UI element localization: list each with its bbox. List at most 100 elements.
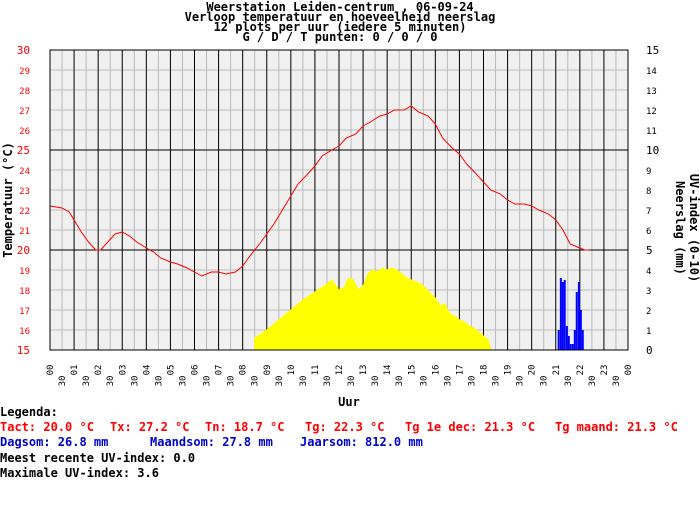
x-axis-ticks: 0030013002300330043005300630073008300930… (46, 365, 634, 387)
x-tick-label: 11 (311, 365, 321, 376)
left-tick-label: 28 (19, 87, 30, 97)
x-tick-label: 15 (407, 365, 417, 376)
legend-tx: Tx: 27.2 °C (110, 420, 190, 434)
x-tick-label: 30 (203, 376, 213, 387)
x-tick-label: 13 (359, 365, 369, 376)
x-axis-label: Uur (338, 395, 360, 409)
legend-heading: Legenda: (0, 405, 58, 419)
chart-title-line1: Weerstation Leiden-centrum , 06-09-24 (206, 0, 473, 14)
legend-maandsom: Maandsom: 27.8 mm (150, 435, 273, 449)
left-tick-label: 19 (19, 267, 30, 277)
uv-series (557, 278, 584, 350)
x-tick-label: 09 (263, 365, 273, 376)
legend-tg: Tg: 22.3 °C (305, 420, 385, 434)
x-tick-label: 07 (215, 365, 225, 376)
x-tick-label: 30 (564, 376, 574, 387)
x-tick-label: 10 (287, 365, 297, 376)
x-tick-label: 30 (395, 376, 405, 387)
right-tick-label: 7 (646, 207, 651, 217)
chart-title-line4: G / D / T punten: 0 / 0 / 0 (242, 30, 437, 44)
y3-axis-label: UV-index (0-10) (687, 174, 700, 282)
legend-tn: Tn: 18.7 °C (205, 420, 285, 434)
x-tick-label: 30 (106, 376, 116, 387)
x-tick-label: 00 (624, 365, 634, 376)
x-tick-label: 30 (492, 376, 502, 387)
x-tick-label: 30 (588, 376, 598, 387)
x-tick-label: 30 (130, 376, 140, 387)
left-tick-label: 29 (19, 67, 30, 77)
uv-bar (563, 280, 566, 350)
uv-bar (557, 330, 560, 350)
x-tick-label: 30 (251, 376, 261, 387)
legend-jaarsom: Jaarsom: 812.0 mm (300, 435, 423, 449)
left-tick-label: 17 (19, 307, 30, 317)
x-tick-label: 30 (178, 376, 188, 387)
chart-title-line2: Verloop temperatuur en hoeveelheid neers… (185, 10, 496, 24)
x-tick-label: 30 (323, 376, 333, 387)
x-tick-label: 08 (239, 365, 249, 376)
x-tick-label: 30 (299, 376, 309, 387)
x-tick-label: 04 (142, 365, 152, 376)
left-tick-label: 30 (17, 44, 30, 57)
x-tick-label: 16 (431, 365, 441, 376)
x-tick-label: 17 (455, 365, 465, 376)
uv-bar (571, 344, 574, 350)
precipitation-series (254, 267, 492, 351)
temperature-series (49, 105, 590, 277)
right-tick-label: 5 (646, 244, 653, 257)
x-tick-label: 30 (58, 376, 68, 387)
precipitation-area (254, 267, 492, 351)
y2-axis-label: Neerslag (mm) (673, 181, 687, 275)
chart-title-line3: 12 plots per uur (iedere 5 minuten) (214, 20, 467, 34)
x-tick-label: 19 (504, 365, 514, 376)
x-tick-label: 05 (166, 365, 176, 376)
x-tick-label: 18 (480, 365, 490, 376)
x-tick-label: 30 (371, 376, 381, 387)
left-tick-label: 22 (19, 207, 30, 217)
x-tick-label: 20 (528, 365, 538, 376)
x-tick-label: 21 (552, 365, 562, 376)
left-tick-label: 21 (19, 227, 30, 237)
uv-bar (567, 336, 570, 350)
right-tick-label: 0 (646, 344, 653, 357)
x-tick-label: 30 (612, 376, 622, 387)
x-tick-label: 06 (191, 365, 201, 376)
y-axis-label: Temperatuur (°C) (1, 142, 15, 258)
x-tick-label: 30 (516, 376, 526, 387)
right-tick-label: 13 (646, 87, 657, 97)
x-tick-label: 30 (419, 376, 429, 387)
legend-tg-maand: Tg maand: 21.3 °C (555, 420, 678, 434)
x-tick-label: 30 (154, 376, 164, 387)
x-tick-label: 02 (94, 365, 104, 376)
right-tick-label: 10 (646, 144, 659, 157)
left-tick-label: 27 (19, 107, 30, 117)
legend-tg-dec: Tg 1e dec: 21.3 °C (405, 420, 536, 434)
legend-uv-max: Maximale UV-index: 3.6 (0, 466, 159, 480)
left-tick-label: 26 (19, 127, 30, 137)
left-axis-ticks: 15 16 17 18 19 20 21 22 23 24 25 26 27 28 29 30 (17, 44, 30, 357)
left-tick-label: 15 (17, 344, 30, 357)
x-tick-label: 30 (443, 376, 453, 387)
uv-bar (577, 282, 580, 350)
right-tick-label: 12 (646, 107, 657, 117)
x-tick-label: 03 (118, 365, 128, 376)
left-tick-label: 18 (19, 287, 30, 297)
right-tick-label: 4 (646, 267, 651, 277)
x-tick-label: 00 (46, 365, 56, 376)
x-tick-label: 30 (467, 376, 477, 387)
right-tick-label: 15 (646, 44, 659, 57)
temperature-line (49, 105, 590, 277)
legend-dagsom: Dagsom: 26.8 mm (0, 435, 109, 449)
right-tick-label: 3 (646, 287, 651, 297)
x-tick-label: 30 (347, 376, 357, 387)
right-tick-label: 14 (646, 67, 657, 77)
uv-bar (561, 282, 564, 350)
x-tick-label: 30 (540, 376, 550, 387)
legend-tact: Tact: 20.0 °C (0, 420, 94, 434)
right-tick-label: 2 (646, 307, 651, 317)
left-tick-label: 20 (17, 244, 30, 257)
uv-bar (581, 330, 584, 350)
right-tick-label: 8 (646, 187, 651, 197)
